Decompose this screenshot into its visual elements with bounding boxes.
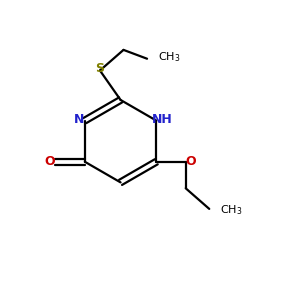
- Text: S: S: [95, 61, 104, 75]
- Text: O: O: [185, 155, 196, 168]
- Text: NH: NH: [152, 112, 173, 126]
- Text: CH$_3$: CH$_3$: [158, 50, 181, 64]
- Text: CH$_3$: CH$_3$: [220, 203, 243, 217]
- Text: O: O: [44, 155, 55, 168]
- Text: N: N: [74, 112, 85, 126]
